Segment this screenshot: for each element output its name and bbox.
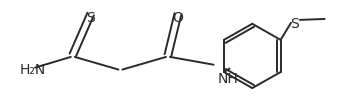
- Text: NH: NH: [218, 71, 238, 85]
- Text: S: S: [290, 17, 299, 31]
- Text: O: O: [173, 11, 183, 25]
- Text: H₂N: H₂N: [19, 63, 45, 77]
- Text: S: S: [86, 11, 95, 25]
